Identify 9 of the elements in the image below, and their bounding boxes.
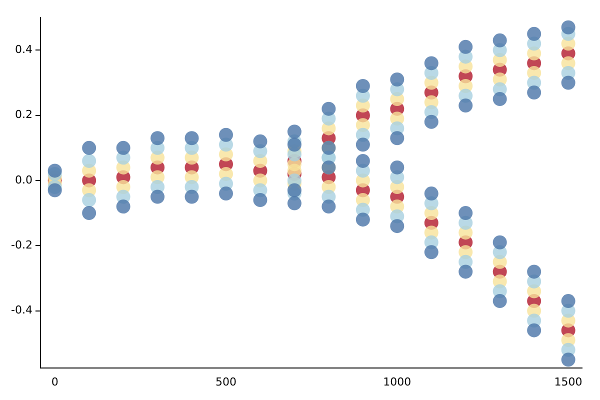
- x-tick-label: 1500: [554, 375, 582, 388]
- y-tick-label: -0.2: [10, 238, 32, 252]
- x-tick-label: 0: [51, 375, 58, 388]
- x-tick-label: 1000: [383, 375, 412, 388]
- y-tick-label: 0.2: [14, 108, 32, 122]
- y-tick-label: 0.4: [14, 43, 32, 56]
- x-tick-label: 500: [215, 375, 236, 388]
- y-tick-label: 0.0: [14, 173, 32, 186]
- y-tick-label: -0.4: [10, 304, 32, 317]
